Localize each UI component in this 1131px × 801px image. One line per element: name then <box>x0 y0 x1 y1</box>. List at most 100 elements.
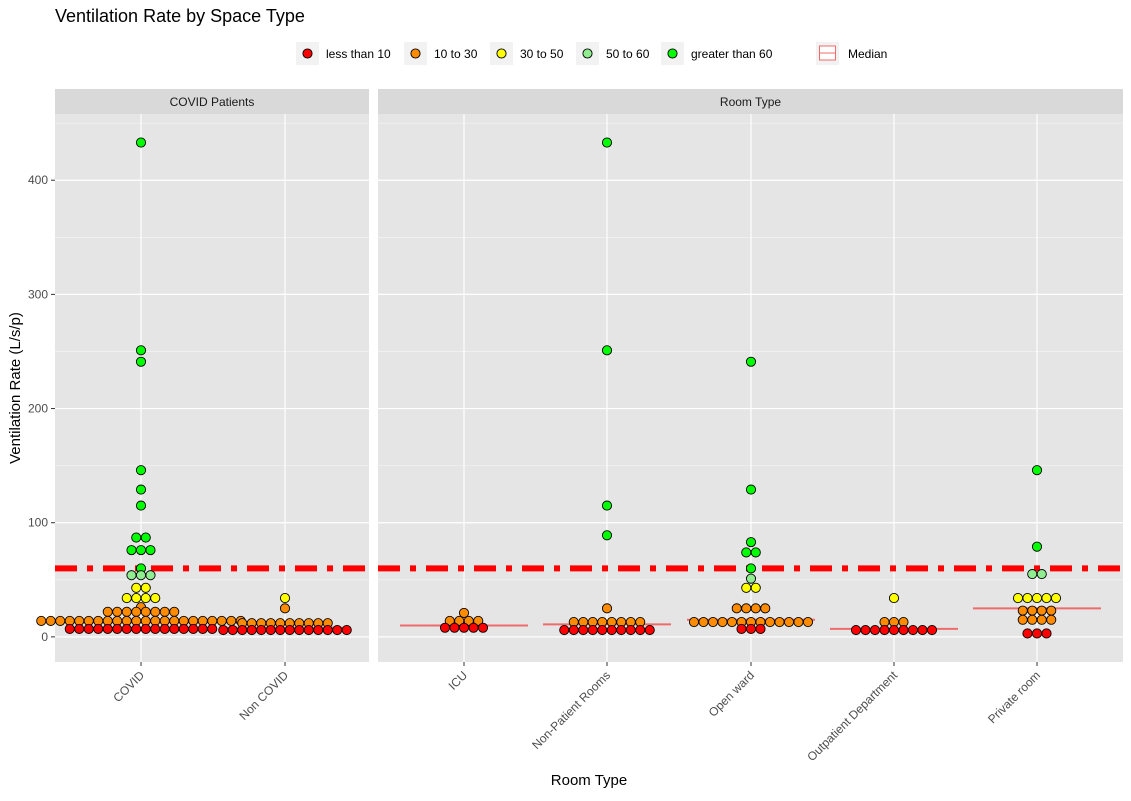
data-point <box>601 530 613 541</box>
data-point <box>764 616 776 628</box>
data-point <box>188 623 199 634</box>
y-tick-label: 200 <box>28 402 48 416</box>
data-point <box>888 624 900 636</box>
data-point <box>616 624 627 636</box>
y-tick-label: 300 <box>28 287 48 301</box>
data-point <box>449 622 460 633</box>
data-point <box>755 623 766 634</box>
data-point <box>1027 569 1038 580</box>
data-point <box>135 484 147 495</box>
data-point <box>121 606 132 617</box>
data-point <box>1022 628 1033 639</box>
data-point <box>135 137 147 148</box>
data-point <box>568 624 579 636</box>
data-point <box>121 593 132 604</box>
data-point <box>74 623 85 634</box>
legend-label: 10 to 30 <box>434 47 478 61</box>
data-point <box>135 345 147 356</box>
data-point <box>907 624 919 636</box>
data-point <box>64 623 75 634</box>
data-point <box>1031 541 1043 552</box>
legend-swatch <box>302 48 313 59</box>
x-tick-label: Private room <box>985 668 1043 726</box>
data-point <box>1036 605 1047 616</box>
category-dots <box>850 593 938 636</box>
data-point <box>112 606 123 617</box>
category-dots <box>688 356 814 634</box>
data-point <box>145 545 156 556</box>
data-point <box>140 623 151 634</box>
data-point <box>468 622 479 633</box>
data-point <box>159 623 170 634</box>
data-point <box>131 582 142 593</box>
data-point <box>802 616 814 628</box>
data-point <box>313 624 324 636</box>
data-point <box>439 622 451 633</box>
data-point <box>736 623 747 634</box>
data-point <box>140 582 151 593</box>
data-point <box>226 615 237 626</box>
data-point <box>1050 593 1062 604</box>
data-point <box>1012 593 1024 604</box>
data-point <box>131 623 142 634</box>
legend-entry: greater than 60 <box>661 42 773 65</box>
data-point <box>121 623 132 634</box>
legend-entry-median: Median <box>816 42 887 65</box>
data-point <box>135 545 147 556</box>
data-point <box>597 624 608 636</box>
facet-strip-label: Room Type <box>720 95 781 109</box>
data-point <box>150 593 161 604</box>
data-point <box>256 624 267 636</box>
legend-swatch <box>582 48 593 59</box>
category-dots <box>36 137 246 634</box>
x-tick-label: Non COVID <box>236 668 291 723</box>
data-point <box>135 356 147 367</box>
data-point <box>126 570 137 581</box>
data-point <box>625 624 636 636</box>
data-point <box>1031 465 1043 476</box>
data-point <box>741 582 752 593</box>
data-point <box>83 623 94 634</box>
y-axis-title: Ventilation Rate (L/s/p) <box>7 312 24 464</box>
data-point <box>1031 628 1043 639</box>
y-axis: 0 100 200 300 400 <box>28 173 55 644</box>
data-point <box>698 616 709 628</box>
legend-label: greater than 60 <box>691 47 773 61</box>
facet-strip <box>55 89 369 114</box>
data-point <box>1036 569 1047 580</box>
data-point <box>745 484 757 495</box>
data-point <box>1027 605 1038 616</box>
data-point <box>150 623 161 634</box>
data-point <box>36 615 47 626</box>
data-point <box>112 623 123 634</box>
data-point <box>458 622 470 633</box>
data-point <box>218 624 229 636</box>
data-point <box>473 615 484 626</box>
legend-entry: less than 10 <box>296 42 391 65</box>
data-point <box>860 624 871 636</box>
data-point <box>793 616 804 628</box>
legend-swatch <box>496 48 507 59</box>
facet-strip <box>378 89 1123 114</box>
data-point <box>1041 628 1052 639</box>
x-tick-label: Non-Patient Rooms <box>529 668 613 752</box>
data-point <box>246 624 257 636</box>
data-point <box>93 623 104 634</box>
data-point <box>140 593 151 604</box>
facet-panel: COVID Patients <box>36 89 369 662</box>
data-point <box>726 616 738 628</box>
y-tick-label: 400 <box>28 173 48 187</box>
data-point <box>207 623 218 634</box>
data-point <box>1036 614 1047 625</box>
x-axis: COVID Non COVID ICU Non-Patient Rooms Open w… <box>110 662 1043 764</box>
data-point <box>601 500 613 511</box>
data-point <box>169 623 180 634</box>
panels: COVID Patients Room Type <box>36 89 1123 662</box>
data-point <box>135 500 147 511</box>
legend-entry: 30 to 50 <box>490 42 564 65</box>
data-point <box>741 603 752 614</box>
data-point <box>745 623 757 634</box>
data-point <box>279 593 291 604</box>
data-point <box>559 624 570 636</box>
data-point <box>150 606 161 617</box>
